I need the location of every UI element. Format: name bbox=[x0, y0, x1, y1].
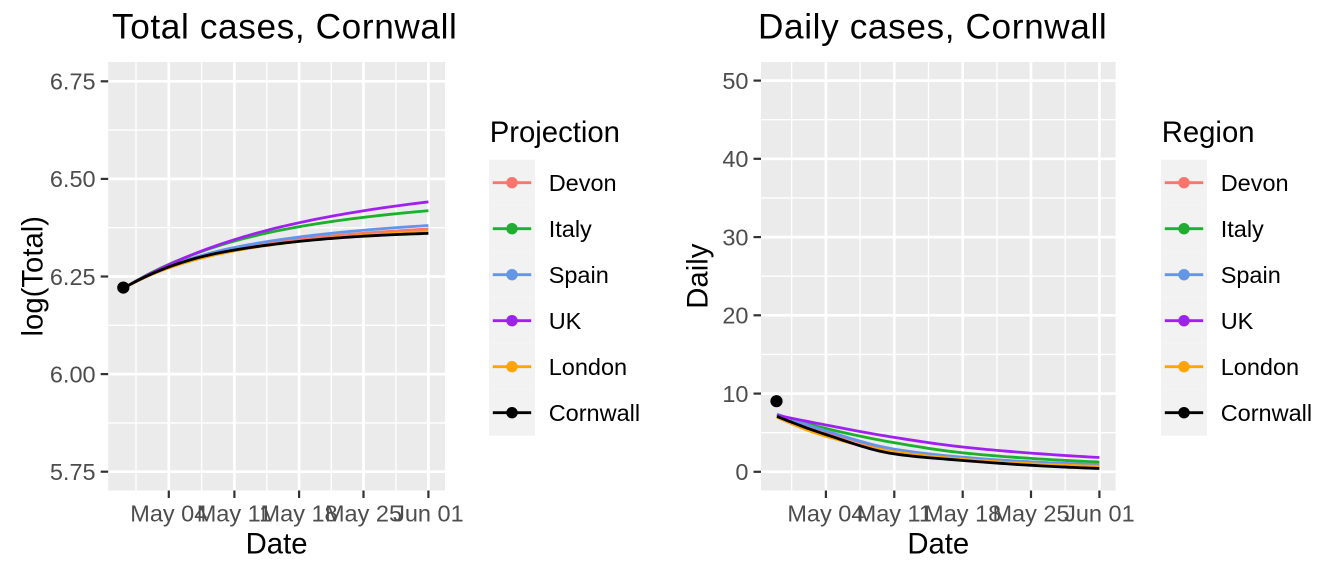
svg-text:6.00: 6.00 bbox=[50, 361, 96, 387]
svg-text:Cornwall: Cornwall bbox=[1221, 400, 1312, 426]
svg-text:Daily: Daily bbox=[682, 243, 715, 308]
svg-text:6.25: 6.25 bbox=[50, 264, 96, 290]
svg-text:Cornwall: Cornwall bbox=[549, 400, 640, 426]
svg-text:Jun 01: Jun 01 bbox=[1064, 501, 1135, 527]
svg-text:Spain: Spain bbox=[1221, 262, 1281, 288]
svg-text:May 04: May 04 bbox=[130, 501, 207, 527]
svg-text:log(Total): log(Total) bbox=[16, 216, 49, 337]
svg-text:5.75: 5.75 bbox=[50, 459, 96, 485]
svg-text:Daily cases, Cornwall: Daily cases, Cornwall bbox=[758, 8, 1107, 47]
svg-text:May 18: May 18 bbox=[261, 501, 338, 527]
svg-text:Italy: Italy bbox=[1221, 216, 1264, 242]
svg-text:May 11: May 11 bbox=[857, 501, 932, 527]
svg-text:Date: Date bbox=[907, 528, 969, 561]
svg-text:6.75: 6.75 bbox=[50, 69, 96, 95]
svg-text:London: London bbox=[549, 354, 627, 380]
svg-text:May 18: May 18 bbox=[924, 501, 1001, 527]
svg-text:Italy: Italy bbox=[549, 216, 592, 242]
svg-text:Projection: Projection bbox=[490, 116, 620, 149]
svg-text:30: 30 bbox=[722, 224, 748, 250]
svg-text:Devon: Devon bbox=[1221, 170, 1289, 196]
svg-text:May 25: May 25 bbox=[325, 501, 402, 527]
svg-text:20: 20 bbox=[722, 303, 748, 329]
svg-text:May 25: May 25 bbox=[992, 501, 1069, 527]
svg-text:0: 0 bbox=[735, 459, 748, 485]
svg-text:UK: UK bbox=[549, 308, 582, 334]
svg-text:Jun 01: Jun 01 bbox=[393, 501, 464, 527]
svg-text:6.50: 6.50 bbox=[50, 166, 96, 192]
svg-text:May 04: May 04 bbox=[787, 501, 864, 527]
svg-text:50: 50 bbox=[722, 68, 748, 94]
svg-text:10: 10 bbox=[722, 381, 748, 407]
svg-text:May 11: May 11 bbox=[197, 501, 272, 527]
svg-text:40: 40 bbox=[722, 146, 748, 172]
svg-text:Spain: Spain bbox=[549, 262, 609, 288]
svg-text:Region: Region bbox=[1162, 116, 1255, 149]
svg-text:Total cases, Cornwall: Total cases, Cornwall bbox=[112, 8, 457, 47]
svg-text:Date: Date bbox=[246, 528, 308, 561]
svg-text:Devon: Devon bbox=[549, 170, 617, 196]
svg-text:UK: UK bbox=[1221, 308, 1254, 334]
svg-text:London: London bbox=[1221, 354, 1299, 380]
